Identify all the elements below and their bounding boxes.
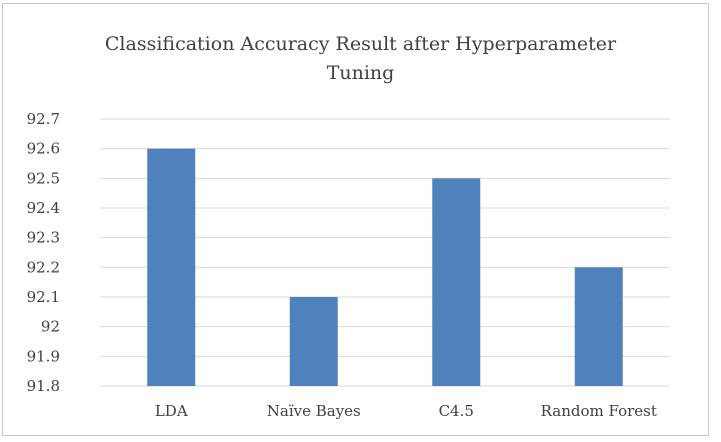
y-tick-label: 92.7 [27,110,60,128]
chart-title: Classification Accuracy Result after Hyp… [0,30,721,88]
chart-title-line-1: Classification Accuracy Result after Hyp… [104,33,617,55]
bars [147,148,623,386]
x-axis-labels: LDA Naïve Bayes C4.5 Random Forest [155,402,657,420]
y-tick-label: 92.2 [27,258,60,276]
x-category-label: LDA [155,402,188,420]
y-tick-label: 92.6 [27,140,60,158]
y-axis-ticks: 91.8 91.9 92 92.1 92.2 92.3 92.4 92.5 92.6 92.7 [27,110,60,395]
y-tick-label: 92.5 [27,169,60,187]
bar [432,178,481,386]
y-tick-label: 91.8 [27,377,60,395]
x-category-label: Naïve Bayes [267,402,361,420]
bar [147,148,196,386]
x-category-label: Random Forest [541,402,657,420]
y-tick-label: 92 [41,318,60,336]
bar [289,297,338,386]
y-tick-label: 92.1 [27,288,60,306]
bar [574,267,623,386]
chart-title-line-2: Tuning [326,62,395,84]
y-tick-label: 91.9 [27,347,60,365]
y-tick-label: 92.3 [27,229,60,247]
y-tick-label: 92.4 [27,199,60,217]
x-category-label: C4.5 [439,402,474,420]
